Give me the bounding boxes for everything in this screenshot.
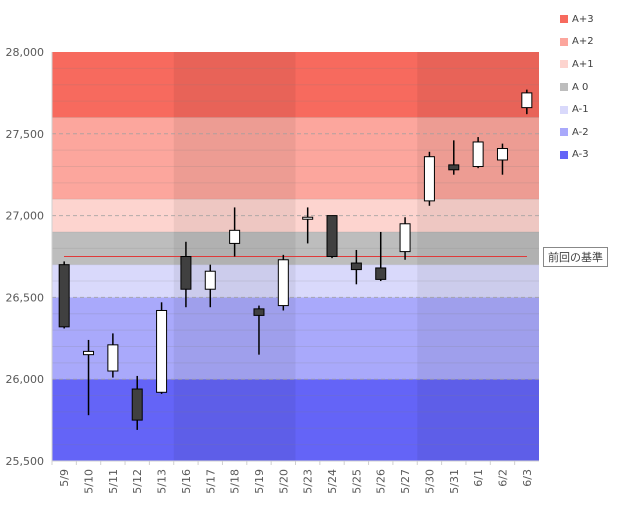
legend-swatch [560,128,568,137]
x-tick-label: 5/13 [156,469,169,494]
candle-5/23 [302,207,314,244]
candle-5/17 [204,264,216,308]
band-a-1 [52,264,539,298]
candle-5/26 [375,231,387,282]
band-a+2 [52,117,539,200]
legend-swatch [560,150,568,159]
candle-5/13 [156,302,168,394]
x-tick-label: 5/9 [58,469,71,487]
candle-5/24 [326,215,338,259]
candle-body [423,156,435,202]
candle-6/1 [472,137,484,169]
y-tick-label: 27,000 [6,210,45,223]
x-tick-label: 5/12 [131,469,144,494]
candle-body [350,262,362,271]
x-tick-label: 5/24 [326,469,339,494]
x-tick-label: 5/10 [83,469,96,494]
legend-item: A+3 [560,8,594,31]
band-a-2 [52,297,539,380]
x-tick-label: 5/27 [399,469,412,494]
x-tick-label: 5/23 [302,469,315,494]
candle-body [204,270,216,290]
reference-line-label: 前回の基準 [543,247,608,267]
band-a0 [52,231,539,265]
legend-item: A-2 [560,121,594,144]
candle-5/9 [58,261,70,329]
candle-6/2 [496,143,508,175]
candle-5/30 [423,151,435,206]
candle-5/18 [229,207,241,257]
candle-5/19 [253,305,265,355]
band-layer [52,52,539,461]
candle-body [472,141,484,168]
legend-label: A+2 [572,36,594,48]
candle-5/31 [448,140,460,175]
legend-swatch [560,37,568,46]
legend-swatch [560,105,568,114]
candle-body [58,264,70,328]
legend-label: A+1 [572,58,594,70]
y-tick-label: 28,000 [6,46,45,59]
x-tick-label: 5/11 [107,469,120,494]
legend-swatch [560,60,568,69]
candle-body [496,148,508,161]
x-tick-label: 5/17 [204,469,217,494]
y-tick-label: 27,500 [6,128,45,141]
candle-body [277,259,289,307]
legend-label: A-3 [572,149,589,161]
candle-5/11 [107,333,119,378]
candle-body [253,308,265,316]
legend-swatch [560,15,568,24]
candle-body [180,256,192,290]
x-tick-label: 6/2 [496,469,509,487]
x-tick-label: 5/16 [180,469,193,494]
x-tick-label: 5/26 [375,469,388,494]
band-a+3 [52,52,539,118]
candle-body [83,350,95,356]
legend-label: A-1 [572,104,589,116]
band-a+1 [52,199,539,232]
x-tick-label: 5/18 [229,469,242,494]
legend-item: A-3 [560,144,594,167]
candle-body [375,267,387,280]
candle-5/10 [83,339,95,416]
candle-5/20 [277,254,289,311]
legend-label: A+3 [572,13,594,25]
candle-layer [58,89,533,430]
x-tick-label: 6/3 [521,469,534,487]
legend: A+3 A+2 A+1 A 0 A-1 A-2 A-3 [560,8,594,166]
legend-swatch [560,83,568,92]
legend-label: A-2 [572,126,589,138]
candle-body [107,344,119,372]
candle-6/3 [521,89,533,115]
candle-body [302,216,314,220]
x-tick-label: 5/20 [277,469,290,494]
candle-body [521,92,533,109]
candle-5/16 [180,241,192,308]
axis-layer: 25,500 26,000 26,500 27,000 27,500 28,000 5/9 5… [6,46,539,494]
y-tick-label: 26,500 [6,291,45,304]
legend-label: A 0 [572,81,589,93]
candle-5/25 [350,249,362,285]
legend-item: A-1 [560,98,594,121]
candle-5/27 [399,217,411,260]
legend-item: A+2 [560,31,594,54]
candle-body [156,309,168,393]
y-tick-label: 26,000 [6,373,45,386]
candle-body [229,229,241,244]
x-tick-label: 5/25 [350,469,363,494]
candle-body [326,215,338,258]
candle-body [399,223,411,253]
candle-body [448,164,460,171]
candle-5/12 [131,375,143,430]
x-tick-label: 5/30 [423,469,436,494]
legend-item: A 0 [560,76,594,99]
x-tick-label: 6/1 [472,469,485,487]
x-tick-label: 5/19 [253,469,266,494]
x-tick-label: 5/31 [448,469,461,494]
candle-body [131,388,143,421]
legend-item: A+1 [560,53,594,76]
y-tick-label: 25,500 [6,455,45,468]
